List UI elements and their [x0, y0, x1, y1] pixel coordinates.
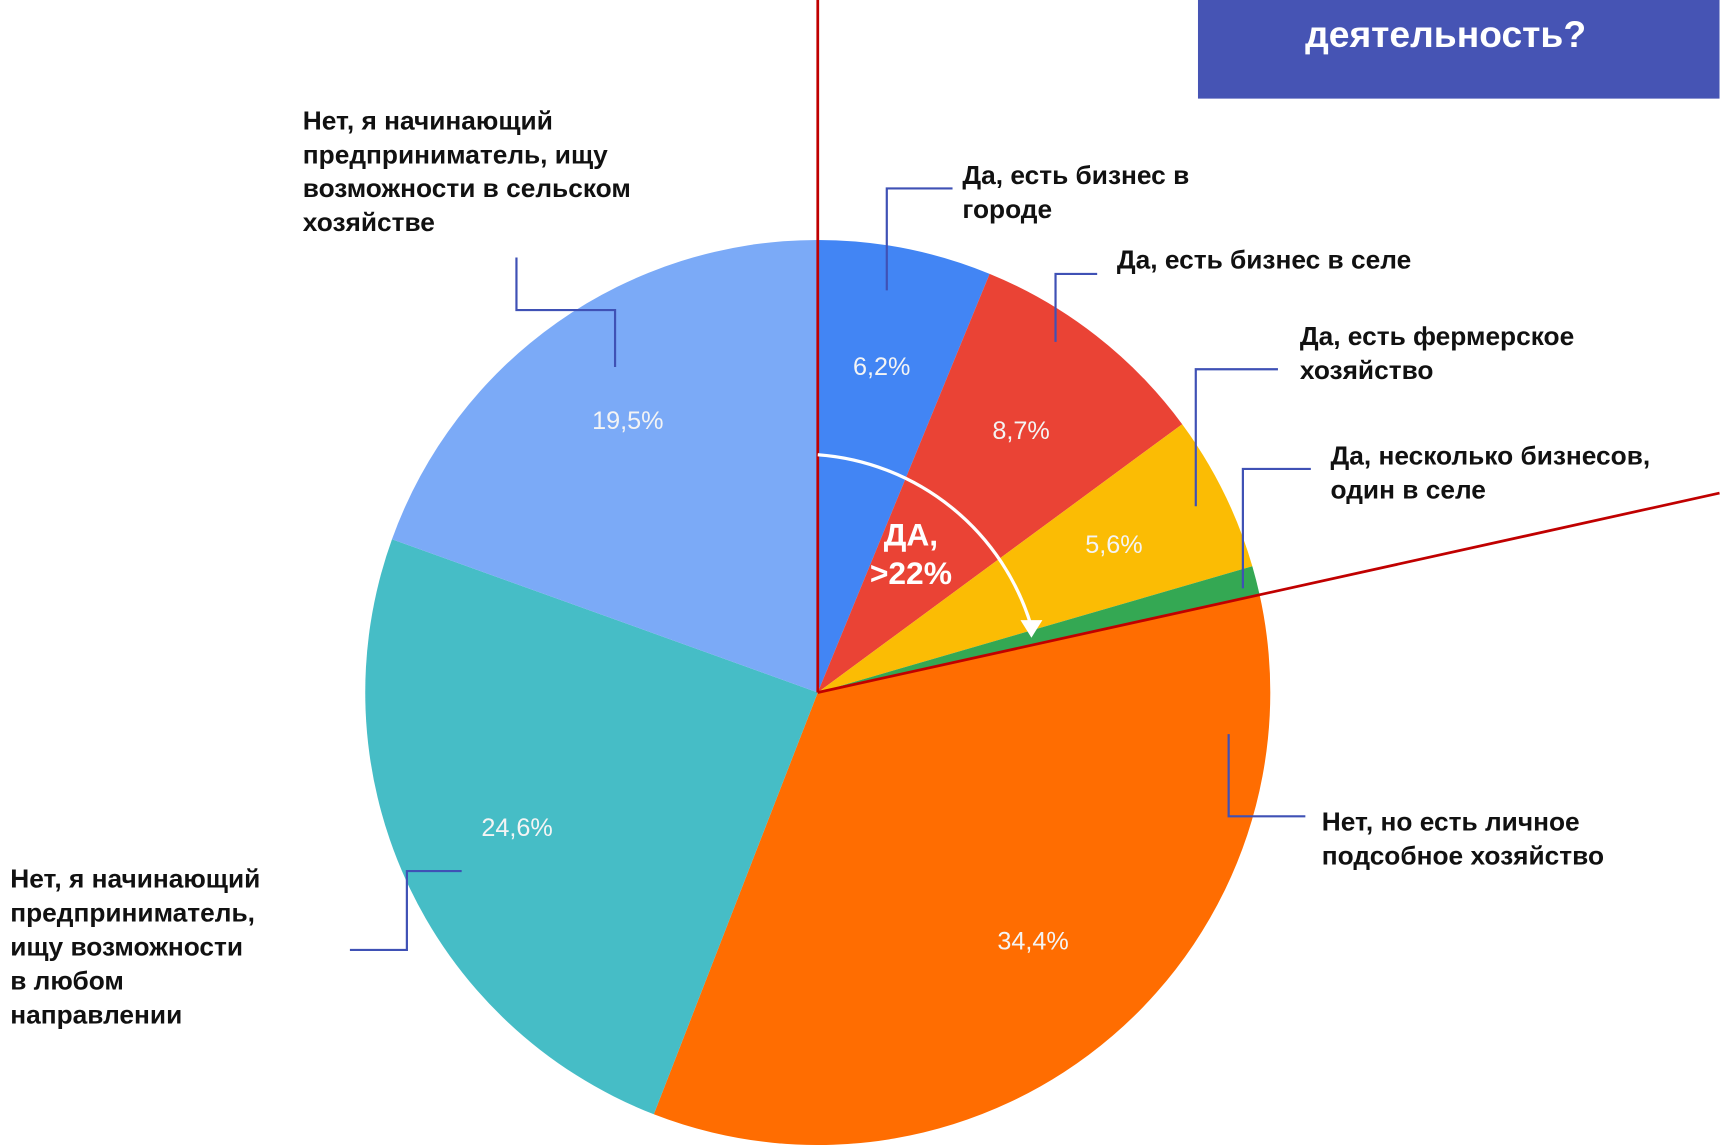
callout-line — [515, 257, 617, 368]
callout-line — [1241, 467, 1311, 589]
value-label: 24,6% — [481, 814, 552, 842]
category-label: Да, несколько бизнесов, один в селе — [1331, 441, 1651, 505]
callout-line — [885, 187, 953, 291]
divider-line — [817, 491, 1720, 694]
callout-line — [1194, 368, 1278, 507]
value-label: 5,6% — [1085, 531, 1142, 559]
pie-slice — [817, 566, 1260, 693]
value-label: 8,7% — [992, 417, 1049, 445]
category-label: Да, есть бизнес в городе — [962, 160, 1189, 224]
pie-slice — [365, 539, 818, 1115]
pie-slice — [653, 593, 1271, 1145]
value-label: 34,4% — [997, 928, 1068, 956]
slices — [365, 239, 1271, 1145]
labels: 6,2% 8,7% 5,6% 34,4% 24,6% 19,5% Да, есть бизн… — [10, 105, 1650, 1029]
annotation: ДА, >22% — [870, 517, 952, 591]
title-box — [1197, 0, 1720, 99]
annotation-arrow — [817, 453, 1034, 628]
callout-line — [349, 869, 462, 952]
category-label: Нет, но есть личное подсобное хозяйство — [1322, 807, 1604, 871]
category-label: Нет, я начинающий предприниматель, ищу воз… — [303, 105, 631, 237]
category-label: Да, есть фермерское хозяйство — [1300, 321, 1574, 385]
arrow-head — [1020, 620, 1043, 638]
category-label: Нет, я начинающий предприниматель, ищу воз… — [10, 864, 260, 1030]
callout-lines — [349, 187, 1311, 952]
callout-line — [1227, 734, 1306, 818]
pie-slice — [391, 239, 818, 693]
callout-line — [1054, 272, 1098, 342]
divider-lines — [816, 0, 1720, 694]
value-label: 19,5% — [592, 407, 663, 435]
pie-slice — [817, 424, 1253, 693]
chart-title: деятельность? — [1305, 13, 1586, 55]
pie-slice — [817, 273, 1183, 693]
pie-slice — [817, 239, 990, 693]
value-label: 6,2% — [853, 353, 910, 381]
category-label: Да, есть бизнес в селе — [1117, 244, 1411, 274]
